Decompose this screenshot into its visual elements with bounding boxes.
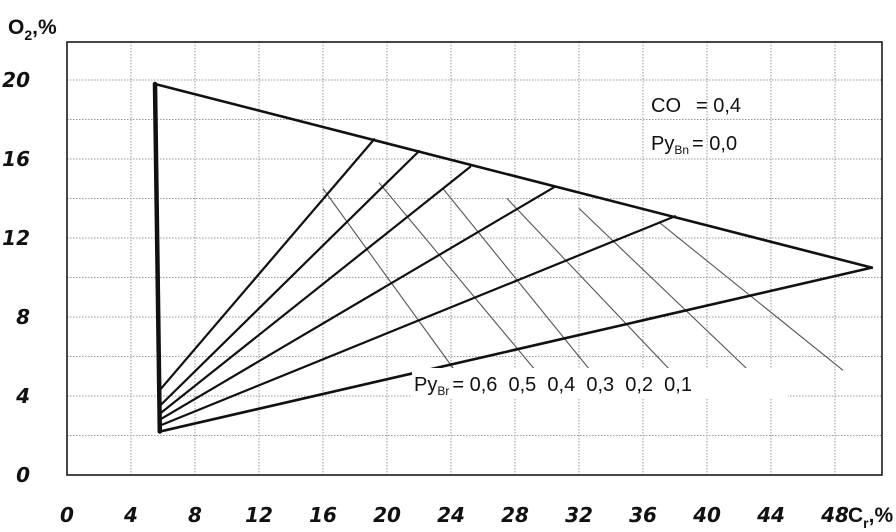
x-tick-label: 24 — [437, 503, 465, 527]
iso-lines — [322, 182, 844, 393]
ray-line — [158, 138, 376, 392]
ray-line — [158, 150, 421, 407]
pyv-r-label-bg — [412, 368, 788, 398]
rays — [158, 138, 677, 427]
y-tick-label: 4 — [15, 384, 30, 408]
y-tick-label: 8 — [16, 305, 30, 329]
x-tick-label: 12 — [245, 503, 273, 527]
x-tick-label: 4 — [123, 503, 138, 527]
boundary-edge — [158, 266, 874, 433]
co-label: CO — [651, 95, 681, 117]
boundary-triangle — [152, 81, 874, 434]
x-tick-labels: 0 4 8 12 16 20 24 28 32 36 40 44 48 — [60, 503, 849, 527]
plot-frame — [66, 41, 883, 476]
x-tick-label: 8 — [188, 503, 202, 527]
ray-line — [158, 185, 557, 421]
x-tick-label: 32 — [565, 503, 593, 527]
pyv-r-label: PyВr = 0,6 0,5 0,4 0,3 0,2 0,1 — [414, 374, 692, 398]
y-tick-labels: 0 4 8 12 16 20 — [2, 68, 30, 487]
iso-line-0-4 — [442, 188, 604, 387]
x-axis-title: Cr,% — [848, 504, 893, 531]
y-tick-label: 12 — [2, 226, 30, 250]
x-tick-label: 20 — [373, 503, 401, 527]
x-tick-label: 48 — [820, 503, 849, 527]
boundary-edge — [152, 81, 163, 434]
iso-line-0-2 — [578, 207, 764, 385]
boundary-edge — [153, 82, 874, 269]
x-tick-label: 16 — [309, 503, 337, 527]
y-tick-label: 20 — [2, 68, 30, 92]
x-tick-label: 0 — [60, 503, 74, 527]
y-tick-label: 0 — [16, 463, 30, 487]
ray-line — [158, 215, 677, 427]
pyv-n-label: PyВn = 0,0 — [651, 133, 737, 157]
x-tick-label: 28 — [501, 503, 529, 527]
grid — [67, 42, 882, 475]
x-tick-label: 44 — [756, 503, 785, 527]
ray-line — [158, 165, 472, 415]
x-tick-label: 40 — [692, 503, 721, 527]
y-axis-title: O2,% — [8, 16, 57, 43]
y-tick-label: 16 — [2, 147, 30, 171]
iso-line-0-3 — [506, 198, 692, 393]
co-value: = 0,4 — [696, 95, 741, 117]
x-tick-label: 36 — [629, 503, 657, 527]
